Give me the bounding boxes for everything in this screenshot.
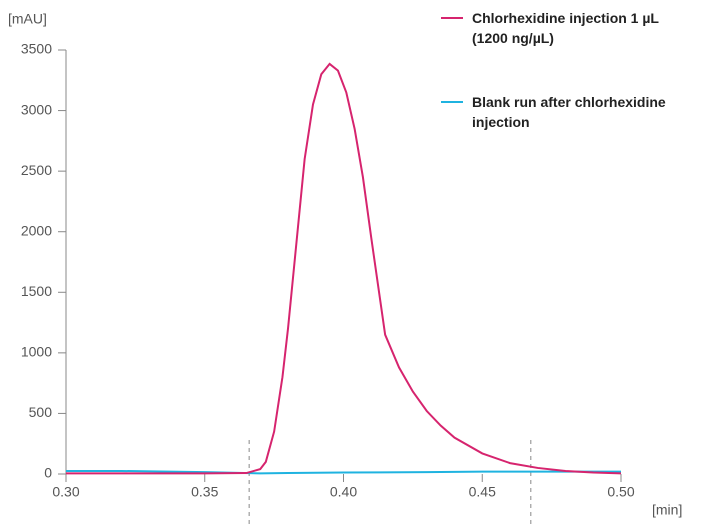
y-tick-label: 2500	[21, 162, 52, 178]
series-line	[66, 469, 621, 475]
x-tick-label: 0.40	[330, 484, 357, 500]
y-tick-label: 3000	[21, 101, 52, 117]
x-tick-label: 0.45	[469, 484, 496, 500]
y-tick-label: 0	[44, 465, 52, 481]
y-axis-label: [mAU]	[8, 11, 47, 27]
y-tick-label: 3500	[21, 41, 52, 57]
y-tick-label: 2000	[21, 222, 52, 238]
y-tick-label: 500	[29, 404, 53, 420]
y-tick-label: 1500	[21, 283, 52, 299]
legend-label: Chlorhexidine injection 1 µL (1200 ng/µL…	[472, 10, 659, 46]
x-tick-label: 0.30	[52, 484, 79, 500]
series-line	[66, 62, 622, 475]
x-tick-label: 0.50	[607, 484, 634, 500]
x-axis-label: [min]	[652, 502, 682, 518]
x-tick-label: 0.35	[191, 484, 218, 500]
y-tick-label: 1000	[21, 344, 52, 360]
legend-label: Blank run after chlorhexidine injection	[472, 94, 666, 130]
